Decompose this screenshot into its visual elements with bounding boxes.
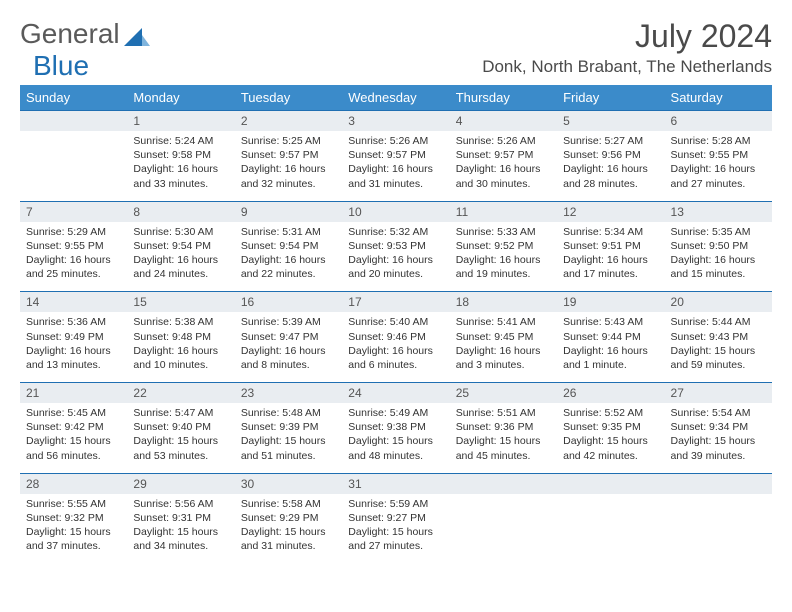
month-title: July 2024	[482, 18, 772, 55]
day-number-cell: 9	[235, 201, 342, 222]
day-number-cell: 7	[20, 201, 127, 222]
logo-text-general: General	[20, 18, 120, 50]
day-detail-cell: Sunrise: 5:41 AMSunset: 9:45 PMDaylight:…	[450, 312, 557, 382]
day-header: Saturday	[665, 85, 772, 111]
day-detail-cell: Sunrise: 5:56 AMSunset: 9:31 PMDaylight:…	[127, 494, 234, 564]
day-number-cell: 10	[342, 201, 449, 222]
logo-triangle-icon	[124, 21, 150, 41]
day-detail-cell: Sunrise: 5:54 AMSunset: 9:34 PMDaylight:…	[665, 403, 772, 473]
calendar-table: SundayMondayTuesdayWednesdayThursdayFrid…	[20, 85, 772, 564]
day-detail-cell: Sunrise: 5:51 AMSunset: 9:36 PMDaylight:…	[450, 403, 557, 473]
day-detail-cell: Sunrise: 5:35 AMSunset: 9:50 PMDaylight:…	[665, 222, 772, 292]
day-detail-cell: Sunrise: 5:52 AMSunset: 9:35 PMDaylight:…	[557, 403, 664, 473]
day-number-cell: 24	[342, 383, 449, 404]
day-number-cell: 17	[342, 292, 449, 313]
day-number-cell: 29	[127, 473, 234, 494]
day-number-cell: 3	[342, 111, 449, 132]
day-number-cell	[557, 473, 664, 494]
day-detail-cell: Sunrise: 5:28 AMSunset: 9:55 PMDaylight:…	[665, 131, 772, 201]
day-number-cell: 4	[450, 111, 557, 132]
day-number-cell: 25	[450, 383, 557, 404]
day-number-cell: 12	[557, 201, 664, 222]
day-number-cell: 18	[450, 292, 557, 313]
day-detail-cell: Sunrise: 5:58 AMSunset: 9:29 PMDaylight:…	[235, 494, 342, 564]
logo-text-blue: Blue	[33, 50, 89, 82]
day-detail-cell: Sunrise: 5:26 AMSunset: 9:57 PMDaylight:…	[450, 131, 557, 201]
day-detail-cell: Sunrise: 5:45 AMSunset: 9:42 PMDaylight:…	[20, 403, 127, 473]
day-detail-cell	[20, 131, 127, 201]
calendar-body: 123456Sunrise: 5:24 AMSunset: 9:58 PMDay…	[20, 111, 772, 564]
day-number-cell: 26	[557, 383, 664, 404]
day-detail-cell: Sunrise: 5:43 AMSunset: 9:44 PMDaylight:…	[557, 312, 664, 382]
day-number-cell: 13	[665, 201, 772, 222]
day-number-cell	[665, 473, 772, 494]
day-detail-cell: Sunrise: 5:38 AMSunset: 9:48 PMDaylight:…	[127, 312, 234, 382]
day-number-cell: 21	[20, 383, 127, 404]
day-detail-cell: Sunrise: 5:39 AMSunset: 9:47 PMDaylight:…	[235, 312, 342, 382]
day-detail-cell: Sunrise: 5:31 AMSunset: 9:54 PMDaylight:…	[235, 222, 342, 292]
day-detail-cell: Sunrise: 5:59 AMSunset: 9:27 PMDaylight:…	[342, 494, 449, 564]
day-number-cell: 23	[235, 383, 342, 404]
day-detail-cell	[557, 494, 664, 564]
day-number-cell: 30	[235, 473, 342, 494]
day-number-cell: 8	[127, 201, 234, 222]
day-detail-cell: Sunrise: 5:29 AMSunset: 9:55 PMDaylight:…	[20, 222, 127, 292]
day-number-cell: 2	[235, 111, 342, 132]
day-header: Tuesday	[235, 85, 342, 111]
day-detail-cell: Sunrise: 5:27 AMSunset: 9:56 PMDaylight:…	[557, 131, 664, 201]
day-header: Monday	[127, 85, 234, 111]
day-header: Wednesday	[342, 85, 449, 111]
brand-logo: General	[20, 18, 152, 50]
day-number-cell	[20, 111, 127, 132]
day-detail-cell: Sunrise: 5:30 AMSunset: 9:54 PMDaylight:…	[127, 222, 234, 292]
day-detail-cell: Sunrise: 5:36 AMSunset: 9:49 PMDaylight:…	[20, 312, 127, 382]
day-detail-cell	[665, 494, 772, 564]
day-header: Thursday	[450, 85, 557, 111]
day-number-cell: 22	[127, 383, 234, 404]
day-number-cell: 5	[557, 111, 664, 132]
header: General July 2024 Donk, North Brabant, T…	[20, 18, 772, 77]
day-detail-cell: Sunrise: 5:26 AMSunset: 9:57 PMDaylight:…	[342, 131, 449, 201]
day-detail-cell: Sunrise: 5:40 AMSunset: 9:46 PMDaylight:…	[342, 312, 449, 382]
day-detail-cell: Sunrise: 5:44 AMSunset: 9:43 PMDaylight:…	[665, 312, 772, 382]
day-detail-cell	[450, 494, 557, 564]
calendar-header-row: SundayMondayTuesdayWednesdayThursdayFrid…	[20, 85, 772, 111]
day-detail-cell: Sunrise: 5:32 AMSunset: 9:53 PMDaylight:…	[342, 222, 449, 292]
day-detail-cell: Sunrise: 5:24 AMSunset: 9:58 PMDaylight:…	[127, 131, 234, 201]
day-detail-cell: Sunrise: 5:49 AMSunset: 9:38 PMDaylight:…	[342, 403, 449, 473]
location-text: Donk, North Brabant, The Netherlands	[482, 57, 772, 77]
day-header: Friday	[557, 85, 664, 111]
day-number-cell: 16	[235, 292, 342, 313]
day-number-cell: 31	[342, 473, 449, 494]
day-number-cell	[450, 473, 557, 494]
day-detail-cell: Sunrise: 5:25 AMSunset: 9:57 PMDaylight:…	[235, 131, 342, 201]
title-block: July 2024 Donk, North Brabant, The Nethe…	[482, 18, 772, 77]
day-detail-cell: Sunrise: 5:55 AMSunset: 9:32 PMDaylight:…	[20, 494, 127, 564]
day-number-cell: 1	[127, 111, 234, 132]
day-number-cell: 19	[557, 292, 664, 313]
day-detail-cell: Sunrise: 5:47 AMSunset: 9:40 PMDaylight:…	[127, 403, 234, 473]
day-number-cell: 15	[127, 292, 234, 313]
day-detail-cell: Sunrise: 5:34 AMSunset: 9:51 PMDaylight:…	[557, 222, 664, 292]
day-detail-cell: Sunrise: 5:33 AMSunset: 9:52 PMDaylight:…	[450, 222, 557, 292]
day-number-cell: 6	[665, 111, 772, 132]
day-number-cell: 27	[665, 383, 772, 404]
day-number-cell: 14	[20, 292, 127, 313]
day-number-cell: 20	[665, 292, 772, 313]
day-number-cell: 11	[450, 201, 557, 222]
day-number-cell: 28	[20, 473, 127, 494]
day-detail-cell: Sunrise: 5:48 AMSunset: 9:39 PMDaylight:…	[235, 403, 342, 473]
day-header: Sunday	[20, 85, 127, 111]
